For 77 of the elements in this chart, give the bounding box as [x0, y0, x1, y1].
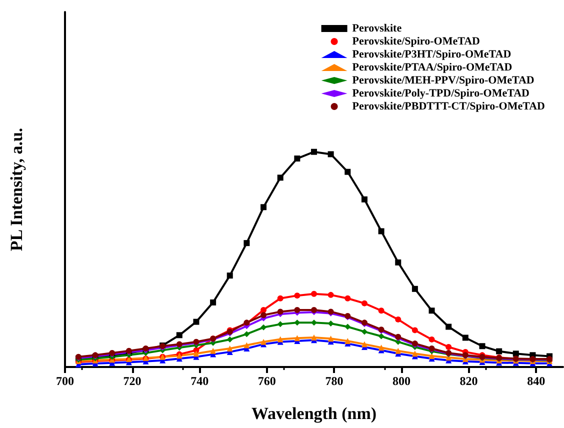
- point: [193, 318, 200, 325]
- point: [378, 308, 384, 314]
- point: [428, 353, 435, 360]
- point: [328, 336, 334, 342]
- point: [226, 345, 233, 352]
- point: [378, 333, 384, 340]
- point: [462, 334, 468, 341]
- legend-label: Perovskite/MEH-PPV/Spiro-OMeTAD: [352, 74, 534, 86]
- point: [294, 292, 300, 299]
- point: [428, 308, 435, 314]
- y-axis-title: PL Intensity, a.u.: [7, 128, 26, 252]
- legend-label: Perovskite: [352, 22, 402, 34]
- point: [395, 316, 402, 322]
- x-tick-label: 740: [190, 374, 209, 388]
- point: [210, 348, 216, 354]
- point: [344, 168, 351, 175]
- x-tick-label: 700: [56, 374, 74, 388]
- point: [260, 312, 267, 318]
- point: [412, 327, 418, 334]
- point: [361, 300, 368, 306]
- point: [226, 336, 233, 342]
- legend-label: Perovskite/P3HT/Spiro-OMeTAD: [352, 48, 512, 60]
- point: [344, 338, 351, 344]
- point: [311, 306, 317, 313]
- x-tick-label: 780: [325, 374, 344, 388]
- point: [294, 335, 300, 342]
- point: [328, 292, 334, 298]
- point: [244, 342, 250, 348]
- legend-label: Perovskite/Poly-TPD/Spiro-OMeTAD: [352, 88, 530, 100]
- x-tick-label: 820: [460, 374, 478, 388]
- x-tick-label: 840: [527, 374, 546, 388]
- point: [294, 306, 300, 313]
- point: [244, 331, 250, 338]
- x-tick-label: 760: [258, 374, 276, 388]
- point: [311, 334, 317, 341]
- point: [361, 328, 368, 335]
- point: [210, 299, 216, 306]
- point: [260, 324, 267, 330]
- point: [277, 336, 284, 342]
- point: [428, 336, 435, 342]
- point: [294, 156, 300, 162]
- legend-label: Perovskite/PTAA/Spiro-OMeTAD: [352, 62, 512, 74]
- point: [311, 148, 317, 155]
- point: [260, 204, 267, 210]
- x-axis-title: Wavelength (nm): [251, 404, 377, 423]
- point: [395, 348, 402, 354]
- legend-label: Perovskite/PBDTTT-CT/Spiro-OMeTAD: [352, 100, 546, 112]
- point: [193, 350, 200, 357]
- legend-label: Perovskite/Spiro-OMeTAD: [352, 36, 480, 48]
- point: [277, 308, 284, 315]
- point: [378, 344, 384, 351]
- point: [344, 295, 351, 302]
- point: [260, 338, 267, 345]
- point: [395, 259, 402, 266]
- point: [496, 348, 502, 354]
- point: [361, 196, 368, 202]
- point: [226, 272, 233, 279]
- point: [361, 341, 368, 348]
- point: [244, 240, 250, 246]
- point: [512, 350, 519, 357]
- point: [328, 151, 334, 158]
- point: [311, 320, 317, 326]
- point: [412, 286, 418, 292]
- x-tick-label: 720: [123, 374, 142, 388]
- point: [344, 324, 351, 330]
- point: [277, 321, 284, 328]
- point: [378, 228, 384, 234]
- x-tick-label: 800: [392, 374, 410, 388]
- point: [412, 350, 418, 357]
- point: [277, 174, 284, 181]
- point: [446, 324, 452, 330]
- point: [311, 290, 317, 297]
- point: [446, 344, 452, 350]
- point: [277, 295, 284, 302]
- point: [176, 332, 182, 338]
- point: [479, 343, 486, 350]
- point: [260, 306, 267, 313]
